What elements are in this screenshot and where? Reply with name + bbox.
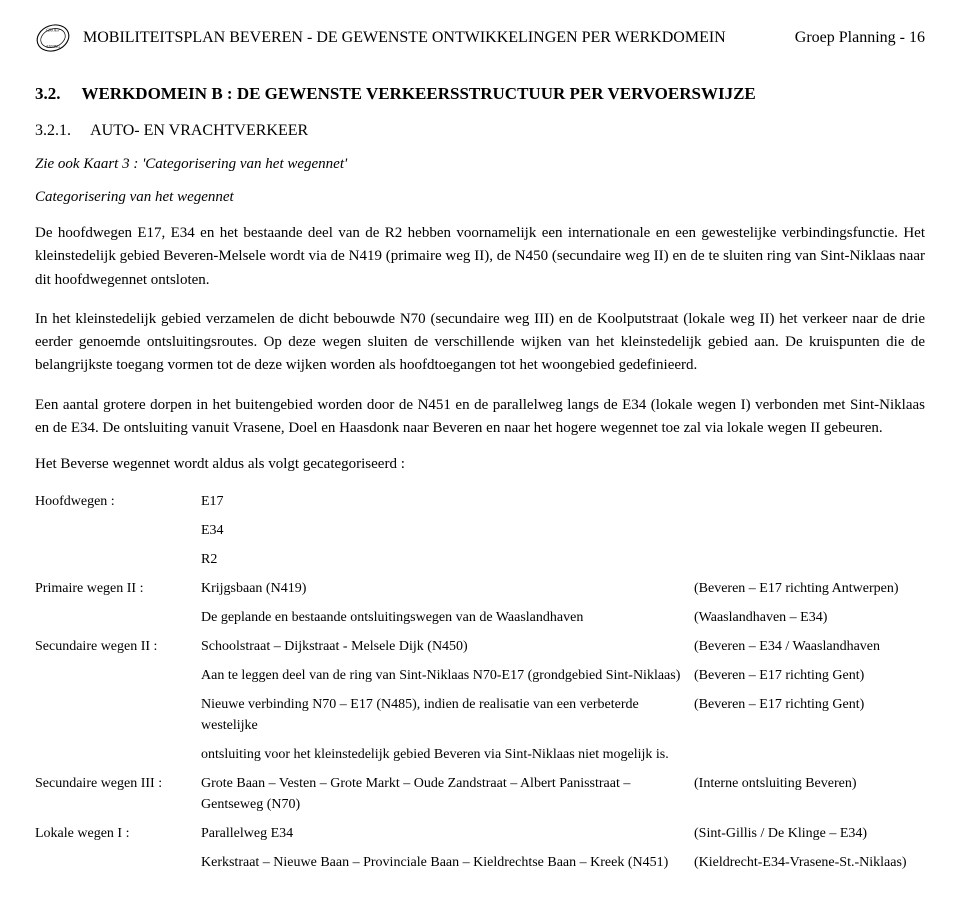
paragraph-3: Een aantal grotere dorpen in het buiteng… [35,394,925,441]
road-category-label [35,661,201,690]
document-page: GROEP ANNING MOBILITEITSPLAN BEVEREN - D… [0,0,960,907]
page-header: GROEP ANNING MOBILITEITSPLAN BEVEREN - D… [35,20,925,56]
road-description: ontsluiting voor het kleinstedelijk gebi… [201,740,694,769]
road-description: Grote Baan – Vesten – Grote Markt – Oude… [201,769,694,819]
road-description: De geplande en bestaande ontsluitingsweg… [201,603,694,632]
road-connection [694,487,925,516]
section-title: WERKDOMEIN B : DE GEWENSTE VERKEERSSTRUC… [81,84,755,103]
road-connection [694,545,925,574]
road-description: Aan te leggen deel van de ring van Sint-… [201,661,694,690]
road-connection: (Beveren – E17 richting Gent) [694,690,925,740]
table-row: Hoofdwegen :E17 [35,487,925,516]
road-description: E34 [201,516,694,545]
paragraph-1: De hoofdwegen E17, E34 en het bestaande … [35,222,925,292]
subsection-number: 3.2.1. [35,122,71,139]
road-description: Kerkstraat – Nieuwe Baan – Provinciale B… [201,848,694,877]
road-category-label [35,545,201,574]
road-connection [694,516,925,545]
road-category-label: Primaire wegen II : [35,574,201,603]
table-row: ontsluiting voor het kleinstedelijk gebi… [35,740,925,769]
road-connection: (Sint-Gillis / De Klinge – E34) [694,819,925,848]
road-connection [694,740,925,769]
road-connection: (Interne ontsluiting Beveren) [694,769,925,819]
road-connection: (Beveren – E34 / Waaslandhaven [694,632,925,661]
section-number: 3.2. [35,84,61,103]
table-row: R2 [35,545,925,574]
road-category-label [35,848,201,877]
road-category-table: Hoofdwegen :E17E34R2Primaire wegen II :K… [35,487,925,877]
table-row: Nieuwe verbinding N70 – E17 (N485), indi… [35,690,925,740]
road-category-label: Hoofdwegen : [35,487,201,516]
road-description: Nieuwe verbinding N70 – E17 (N485), indi… [201,690,694,740]
road-category-label: Lokale wegen I : [35,819,201,848]
road-category-label [35,740,201,769]
table-row: Kerkstraat – Nieuwe Baan – Provinciale B… [35,848,925,877]
road-category-label: Secundaire wegen III : [35,769,201,819]
road-description: Parallelweg E34 [201,819,694,848]
road-connection: (Waaslandhaven – E34) [694,603,925,632]
header-title-right: Groep Planning - 16 [795,29,925,47]
road-category-label [35,516,201,545]
svg-text:GROEP: GROEP [46,28,60,33]
categorization-intro: Het Beverse wegennet wordt aldus als vol… [35,456,925,473]
road-category-label [35,690,201,740]
table-row: Aan te leggen deel van de ring van Sint-… [35,661,925,690]
table-row: Lokale wegen I :Parallelweg E34(Sint-Gil… [35,819,925,848]
road-connection: (Beveren – E17 richting Antwerpen) [694,574,925,603]
road-description: E17 [201,487,694,516]
road-category-label [35,603,201,632]
table-row: De geplande en bestaande ontsluitingsweg… [35,603,925,632]
road-category-label: Secundaire wegen II : [35,632,201,661]
logo-icon: GROEP ANNING [35,20,71,56]
note-italic: Zie ook Kaart 3 : 'Categorisering van he… [35,156,925,173]
table-row: E34 [35,516,925,545]
paragraph-2: In het kleinstedelijk gebied verzamelen … [35,308,925,378]
section-heading: 3.2. WERKDOMEIN B : DE GEWENSTE VERKEERS… [35,84,925,104]
subsection-heading: 3.2.1. AUTO- EN VRACHTVERKEER [35,122,925,140]
header-title-left: MOBILITEITSPLAN BEVEREN - DE GEWENSTE ON… [83,29,795,47]
road-description: Krijgsbaan (N419) [201,574,694,603]
svg-text:ANNING: ANNING [46,45,61,49]
road-connection: (Beveren – E17 richting Gent) [694,661,925,690]
road-description: R2 [201,545,694,574]
table-row: Secundaire wegen III :Grote Baan – Veste… [35,769,925,819]
road-connection: (Kieldrecht-E34-Vrasene-St.-Niklaas) [694,848,925,877]
subsection-title: AUTO- EN VRACHTVERKEER [90,122,308,139]
table-row: Secundaire wegen II :Schoolstraat – Dijk… [35,632,925,661]
subheading-italic: Categorisering van het wegennet [35,189,925,206]
road-description: Schoolstraat – Dijkstraat - Melsele Dijk… [201,632,694,661]
table-row: Primaire wegen II :Krijgsbaan (N419)(Bev… [35,574,925,603]
